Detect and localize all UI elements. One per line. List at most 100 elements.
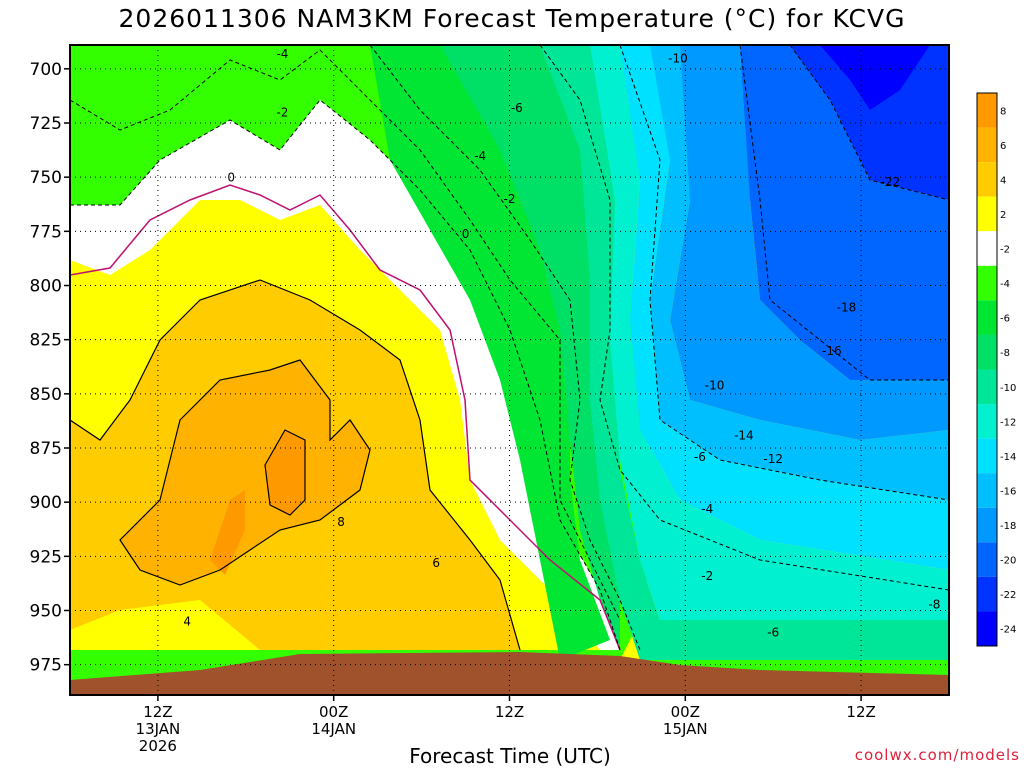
band-seafoam	[540, 45, 949, 660]
contour-label: -18	[837, 301, 857, 315]
y-tick-label: 850	[30, 385, 62, 405]
colorbar-label: -10	[1000, 383, 1016, 394]
colorbar-swatch	[977, 127, 997, 163]
colorbar: 8 6 4 2 -2 -4 -6 -8 -10 -12 -14 -16 -18 -20 -22 -24	[976, 92, 1016, 647]
terrain	[70, 652, 949, 695]
colorbar-label: -20	[1000, 556, 1016, 567]
contour-label: -8	[928, 597, 940, 611]
colorbar-swatch	[977, 438, 997, 474]
y-tick-label: 825	[30, 331, 62, 351]
contour-label: -6	[767, 626, 779, 640]
contour-label: -4	[276, 47, 288, 61]
contour-labels: -4 -2 0 -10 -6 -4 -2 0 -22 -18 -16 -10 -14 -12 -6 -4 -2 8…	[183, 47, 940, 640]
credit-link[interactable]: coolwx.com/models	[854, 746, 1020, 764]
y-tick-label: 900	[30, 493, 62, 513]
x-tick-label: 00Z	[671, 703, 700, 721]
contour-label: -2	[701, 569, 713, 583]
colorbar-label: -16	[1000, 486, 1016, 497]
contour-label: -2	[504, 192, 516, 206]
contour-label: -14	[734, 428, 754, 442]
colorbar-swatch	[977, 231, 997, 266]
x-tick-label: 12Z	[495, 703, 524, 721]
band-deep-orange	[265, 430, 305, 515]
colorbar-label: -22	[1000, 590, 1016, 601]
colorbar-swatch	[977, 507, 997, 543]
x-tick-label: 12Z	[846, 703, 875, 721]
colorbar-swatch	[977, 542, 997, 577]
contour-label: 6	[432, 556, 440, 570]
contour-label: -4	[701, 502, 713, 516]
colorbar-swatch	[977, 576, 997, 612]
colorbar-swatch	[977, 300, 997, 335]
chart-title: 2026011306 NAM3KM Forecast Temperature (…	[118, 4, 906, 33]
colorbar-swatch	[977, 265, 997, 301]
x-tick-label: 00Z	[319, 703, 348, 721]
x-tick-label: 13JAN	[136, 720, 181, 738]
band-deep-orange-2	[210, 490, 245, 575]
contour-label: -10	[705, 379, 725, 393]
colorbar-frame	[976, 92, 998, 647]
y-tick-label: 775	[30, 222, 62, 242]
colorbar-swatch	[977, 93, 997, 128]
colorbar-label: -4	[1000, 279, 1010, 290]
contour-label: -4	[474, 149, 486, 163]
band-dark-blue	[790, 45, 949, 200]
x-axis-label: Forecast Time (UTC)	[409, 744, 611, 768]
colorbar-label: -12	[1000, 417, 1016, 428]
contour-label: -6	[511, 101, 523, 115]
contour-4	[70, 279, 521, 651]
contour-label: -2	[276, 106, 288, 120]
contour-label: 4	[183, 615, 191, 629]
colorbar-swatch	[977, 611, 997, 646]
contour-6	[119, 359, 371, 586]
contour-label: 0	[462, 227, 470, 241]
y-tick-label: 750	[30, 168, 62, 188]
contour-label: 0	[227, 171, 235, 185]
contour-n10	[539, 45, 949, 591]
y-tick-label: 875	[30, 439, 62, 459]
band-blue	[670, 45, 949, 440]
y-tick-label: 800	[30, 277, 62, 297]
colorbar-label: -6	[1000, 314, 1010, 325]
band-mid-blue	[740, 45, 949, 380]
colorbar-swatch	[977, 196, 997, 232]
y-tick-label: 950	[30, 602, 62, 622]
colorbar-swatch	[977, 334, 997, 370]
band-orange	[120, 360, 370, 585]
band-green-3	[440, 45, 620, 650]
colorbar-label: -14	[1000, 452, 1016, 463]
band-cyan	[620, 45, 949, 570]
colorbar-label: -24	[1000, 625, 1016, 636]
contour-n14	[619, 45, 949, 501]
colorbar-swatch	[977, 404, 997, 439]
contour-label: -6	[694, 450, 706, 464]
contour-n4	[70, 49, 621, 621]
colorbar-label: -2	[1000, 245, 1010, 256]
y-tick-label: 725	[30, 114, 62, 134]
colorbar-swatch	[977, 369, 997, 405]
band-deep-blue	[820, 45, 930, 110]
contour-label: -12	[763, 452, 783, 466]
gridlines	[70, 45, 949, 695]
contour-label: -22	[881, 175, 901, 189]
y-tick-label: 925	[30, 547, 62, 567]
contour-8	[264, 429, 306, 516]
x-tick-label: 12Z	[143, 703, 172, 721]
contour-n6	[369, 45, 641, 651]
colorbar-swatch	[977, 473, 997, 508]
y-axis: 700 725 750 775 800 825 850 875 900 925 950 975	[30, 60, 70, 676]
band-lightblue	[650, 45, 949, 500]
y-tick-label: 975	[30, 656, 62, 676]
y-tick-label: 700	[30, 60, 62, 80]
colorbar-label: 8	[1000, 106, 1006, 117]
colorbar-label: 6	[1000, 141, 1006, 152]
colorbar-label: 2	[1000, 210, 1006, 221]
contour-label: -10	[668, 51, 688, 65]
contour-label: 8	[337, 515, 345, 529]
contour-label: -16	[822, 344, 842, 358]
x-tick-label: 2026	[139, 737, 177, 755]
contour-0-a	[70, 184, 621, 651]
colorbar-label: -18	[1000, 521, 1016, 532]
colorbar-swatch	[977, 162, 997, 197]
